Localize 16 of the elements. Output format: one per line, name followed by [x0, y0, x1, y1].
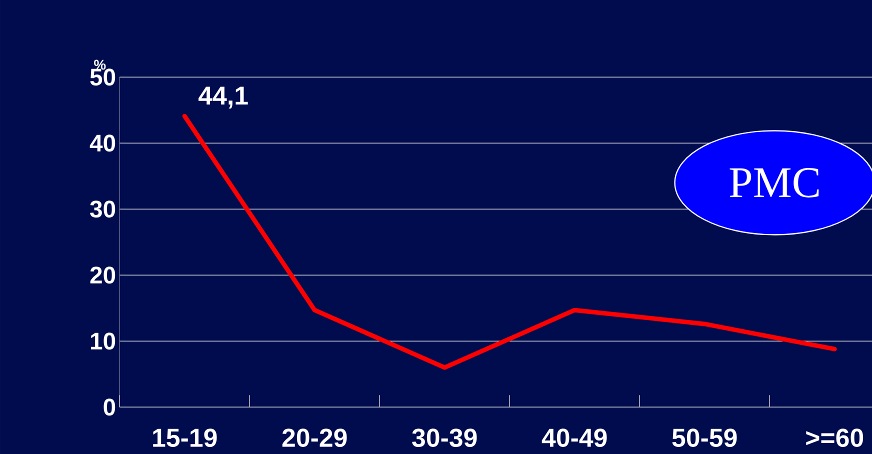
x-tick-label: >=60 — [806, 428, 864, 447]
y-tick-label: 30 — [90, 200, 116, 218]
line-series — [182, 114, 837, 370]
x-tick-label: 40-49 — [542, 428, 607, 447]
y-tick-label: 50 — [90, 68, 116, 86]
y-tick-label: 10 — [90, 332, 116, 350]
y-axis-title: % — [94, 60, 106, 70]
x-tick-label: 15-19 — [153, 428, 217, 447]
x-tick-label: 20-29 — [282, 428, 347, 447]
y-tick-label: 0 — [104, 398, 116, 416]
annotation: PMC — [730, 168, 819, 198]
y-tick-label: 40 — [90, 134, 116, 152]
x-tick-label: 30-39 — [412, 428, 477, 448]
y-tick-label: 20 — [90, 266, 116, 284]
x-tick-label: 50-59 — [672, 428, 737, 447]
annotation: 44,1 — [198, 86, 248, 109]
